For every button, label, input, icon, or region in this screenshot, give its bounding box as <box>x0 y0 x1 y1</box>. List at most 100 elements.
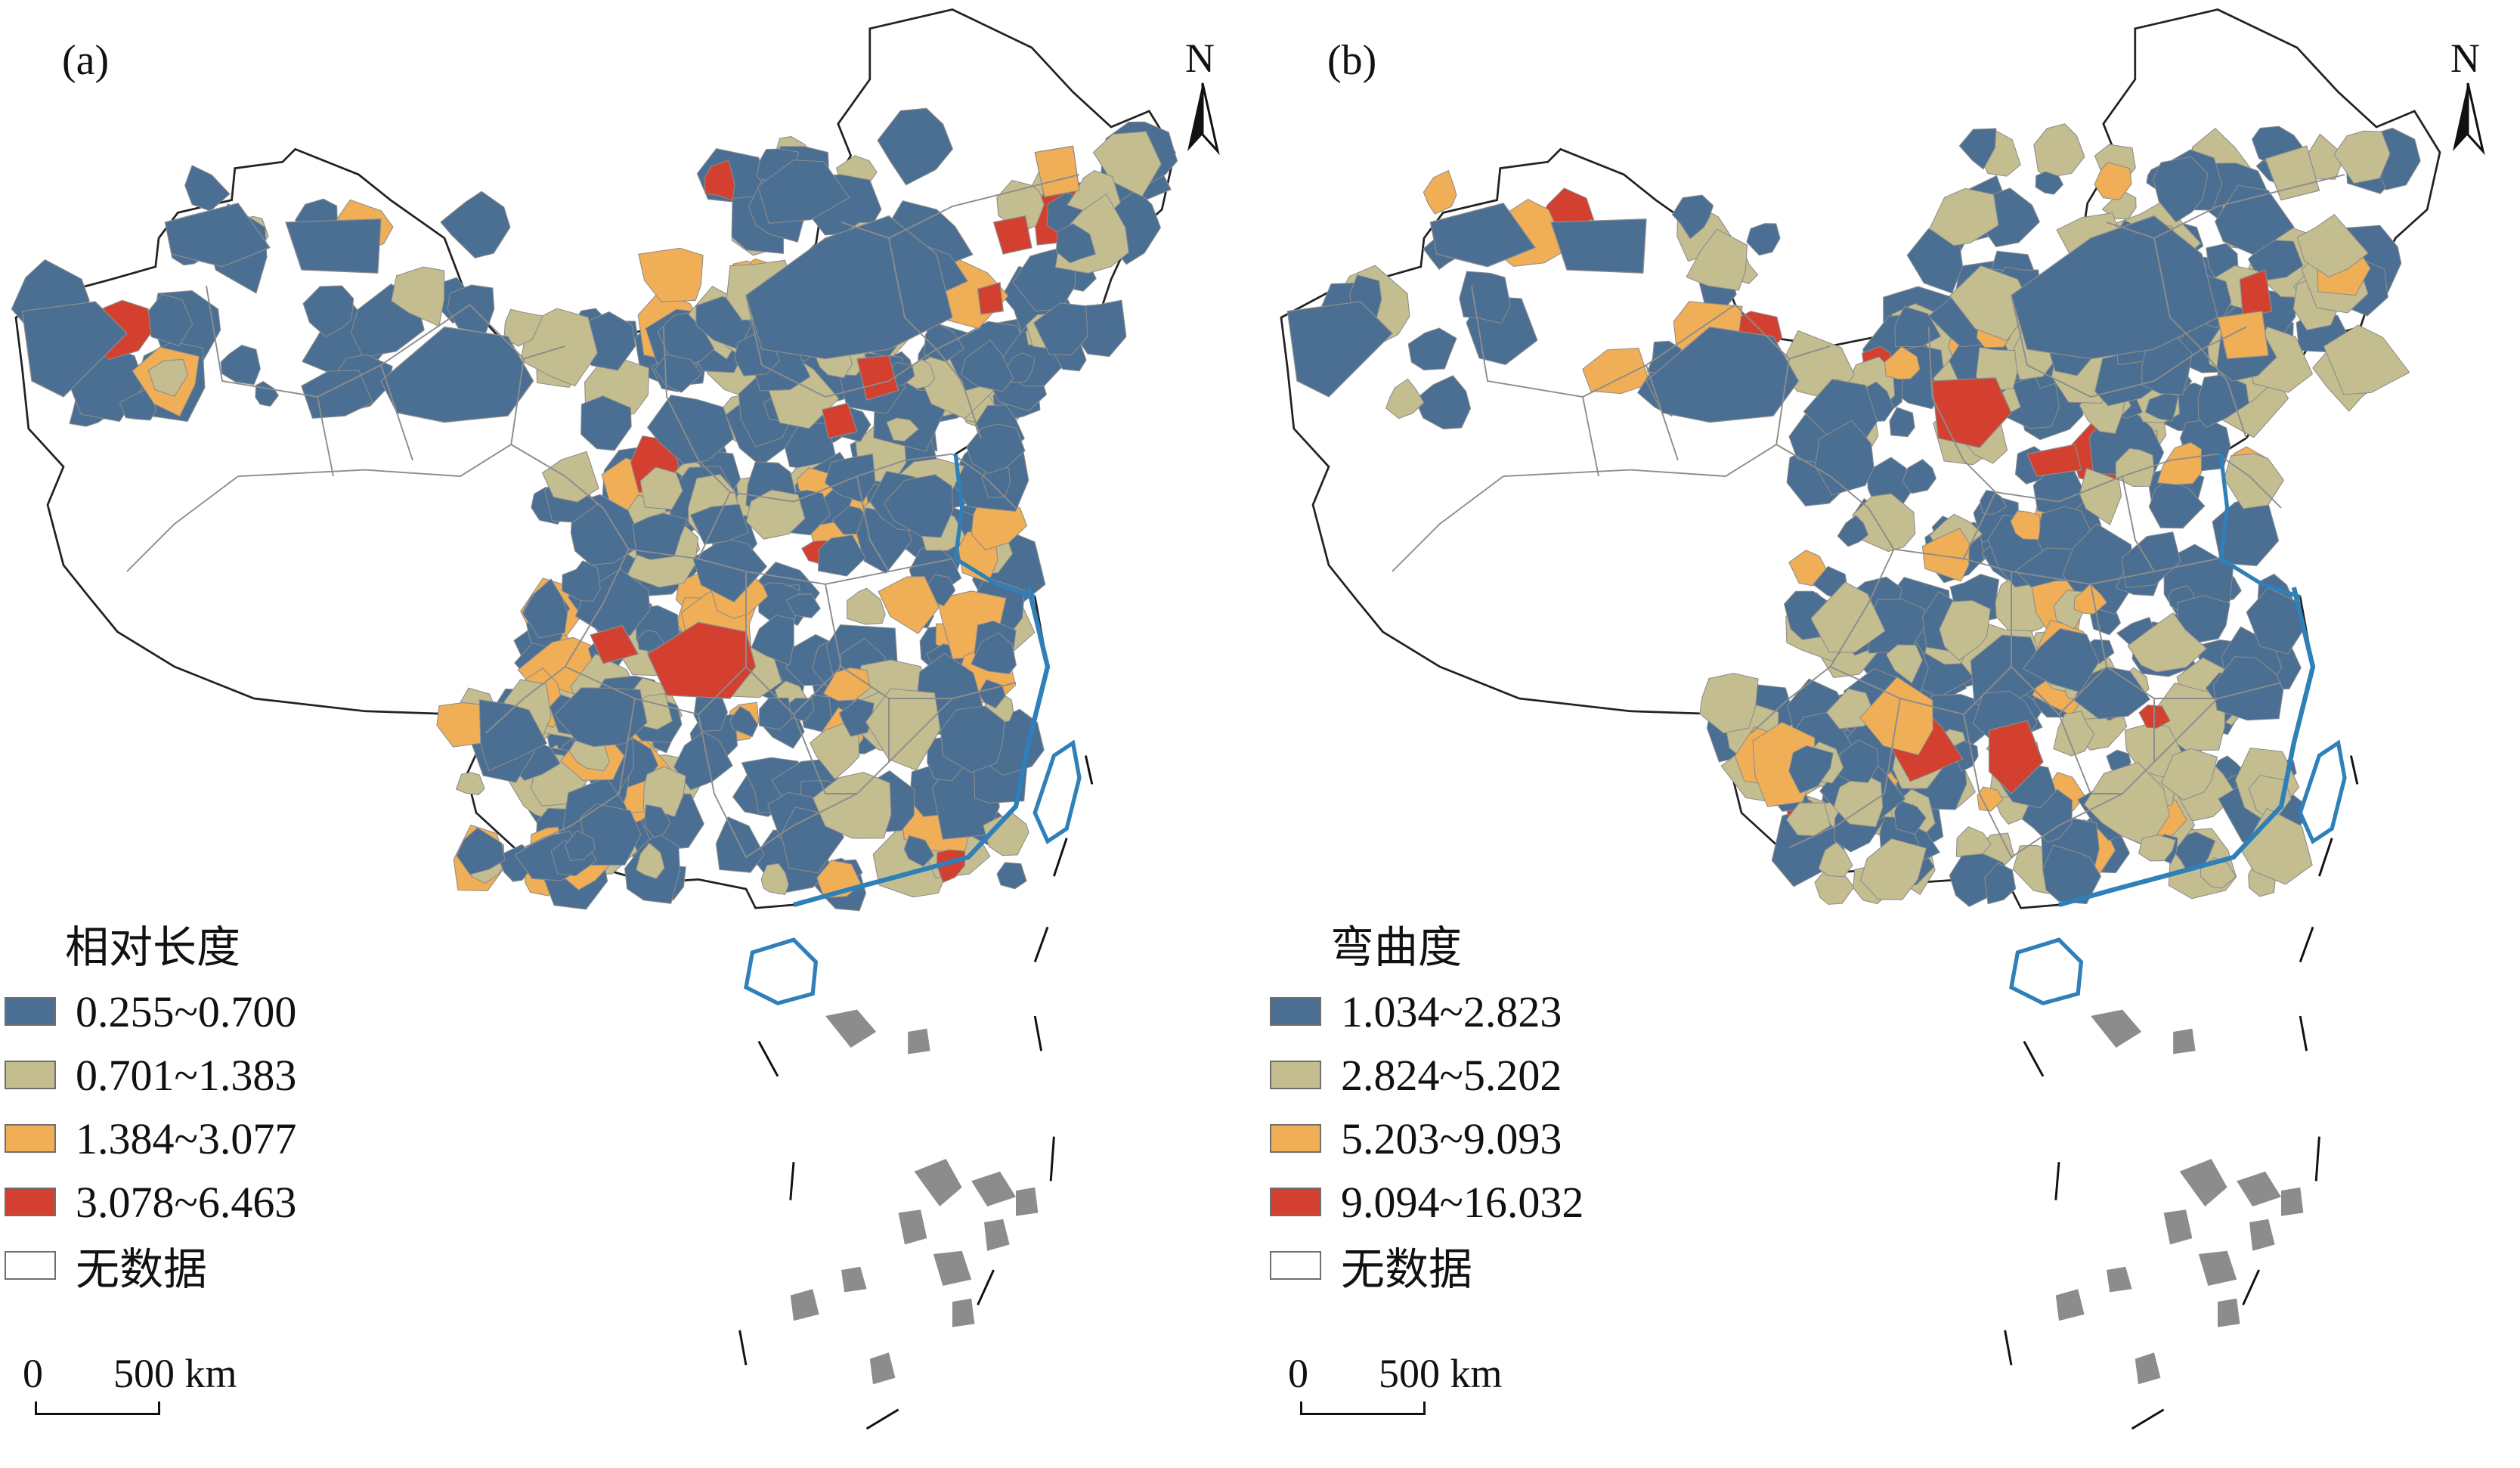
legend-swatch <box>5 997 56 1026</box>
prefecture-region <box>1931 377 2012 448</box>
maritime-boundary <box>757 1040 779 1077</box>
province-boundary <box>2122 475 2155 572</box>
sea-island <box>869 1352 896 1385</box>
province-boundary <box>888 237 937 350</box>
prefecture-region <box>638 247 704 302</box>
legend-item: 无数据 <box>5 1234 398 1297</box>
maritime-boundary <box>1033 926 1049 963</box>
prefecture-region <box>1429 203 1536 268</box>
sea-island <box>984 1219 1010 1251</box>
prefecture-region <box>2010 510 2041 540</box>
prefecture-region <box>2156 441 2202 485</box>
province-boundary <box>2011 295 2247 398</box>
prefecture-region <box>822 667 871 701</box>
maritime-boundary <box>2242 1269 2260 1305</box>
prefecture-region <box>1699 673 1759 734</box>
province-boundary <box>2058 714 2122 794</box>
province-boundary <box>1750 444 1895 734</box>
prefecture-region <box>1929 187 1999 246</box>
prefecture-region <box>1092 131 1162 197</box>
prefecture-region <box>580 395 632 451</box>
legend-label: 2.824~5.202 <box>1341 1050 1562 1100</box>
sea-island <box>952 1298 975 1327</box>
prefecture-region <box>2160 748 2218 801</box>
maritime-boundary <box>2004 1330 2013 1366</box>
province-boundary <box>1830 666 2012 716</box>
province-boundary <box>952 453 1017 509</box>
scale-line <box>1300 1401 1426 1415</box>
maritime-boundary <box>977 1269 995 1305</box>
prefecture-region <box>757 159 850 224</box>
prefecture-region <box>1034 145 1080 198</box>
prefecture-region <box>580 803 642 866</box>
sea-island <box>825 1009 877 1048</box>
prefecture-region <box>2153 156 2209 223</box>
province-boundary <box>2011 571 2107 716</box>
scale-zero: 0 <box>23 1351 43 1396</box>
taiwan-island <box>2298 739 2347 844</box>
legend-item: 9.094~16.032 <box>1270 1170 1663 1234</box>
sea-island <box>2179 1158 2227 1206</box>
prefecture-region <box>2148 478 2206 529</box>
prefecture-region <box>865 688 941 771</box>
scale-zero: 0 <box>1288 1351 1308 1396</box>
province-boundary <box>523 698 636 849</box>
prefecture-region <box>646 621 757 699</box>
province-boundary <box>1893 548 2218 585</box>
prefecture-region <box>992 215 1032 255</box>
prefecture-region <box>1984 862 2017 905</box>
legend-swatch <box>1270 997 1321 1026</box>
legend-swatch <box>5 1061 56 1089</box>
maritime-boundary <box>2023 1040 2045 1077</box>
legend-swatch <box>5 1124 56 1153</box>
scale-bar: 0 500 km <box>23 1350 249 1426</box>
province-boundary <box>1582 396 1599 477</box>
legend: 弯曲度 1.034~2.823 2.824~5.202 5.203~9.093 … <box>1270 921 1663 1297</box>
prefecture-region <box>220 345 261 386</box>
maritime-boundary <box>1033 1015 1043 1051</box>
prefecture-region <box>565 830 596 862</box>
prefecture-region <box>971 632 1017 675</box>
prefecture-region <box>1818 841 1853 878</box>
prefecture-region <box>704 159 735 201</box>
scale-label: 500 km <box>1379 1351 1503 1396</box>
legend-item: 1.034~2.823 <box>1270 980 1663 1043</box>
sea-island <box>2107 1266 2132 1293</box>
legend-label: 9.094~16.032 <box>1341 1177 1584 1227</box>
province-boundary <box>888 698 906 764</box>
prefecture-region <box>2101 190 2137 220</box>
prefecture-region <box>1550 218 1647 274</box>
hainan-island <box>2009 937 2084 1005</box>
province-boundary <box>565 666 747 716</box>
choropleth-map-a <box>11 8 1178 1430</box>
panel-label: (a) <box>62 37 110 84</box>
legend-item: 无数据 <box>1270 1234 1663 1297</box>
prefecture-region <box>391 266 445 327</box>
prefecture-region <box>2212 656 2284 721</box>
prefecture-region <box>960 339 1014 392</box>
prefecture-region <box>21 301 128 398</box>
prefecture-region <box>2127 612 2208 673</box>
prefecture-region <box>2197 374 2249 428</box>
prefecture-region <box>1788 745 1834 794</box>
legend-swatch <box>1270 1061 1321 1089</box>
maritime-boundary <box>1084 755 1094 785</box>
sea-island <box>2281 1187 2304 1216</box>
maritime-boundary <box>1053 838 1068 877</box>
prefecture-region <box>456 827 506 875</box>
province-boundary <box>2201 348 2247 438</box>
province-boundary <box>1927 327 2218 503</box>
maritime-boundary <box>865 1408 899 1430</box>
prefecture-region <box>1893 799 1927 835</box>
prefecture-region <box>2083 761 2170 847</box>
north-label: N <box>2450 36 2480 81</box>
prefecture-region <box>1921 528 1970 582</box>
prefecture-region <box>1939 599 1991 661</box>
legend-title: 弯曲度 <box>1330 921 1463 973</box>
prefecture-region <box>1746 223 1781 256</box>
prefecture-region <box>642 766 686 818</box>
legend-swatch <box>5 1188 56 1216</box>
prefecture-region <box>2053 711 2095 757</box>
prefecture-region <box>745 489 806 540</box>
prefecture-region <box>2296 214 2369 278</box>
